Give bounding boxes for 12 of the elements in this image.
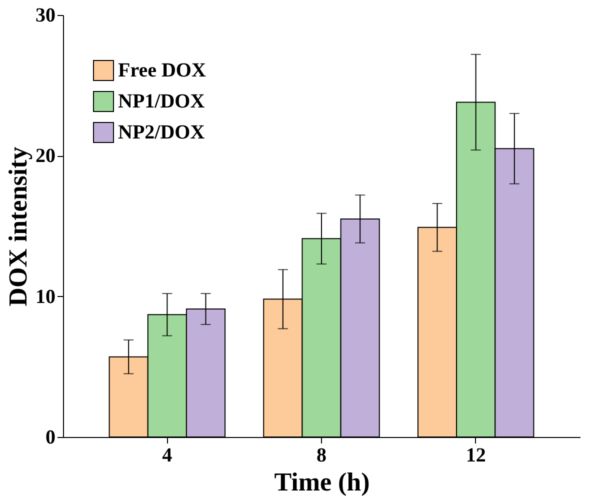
x-axis-title: Time (h) [274, 468, 370, 496]
legend-label: NP1/DOX [118, 90, 206, 112]
y-tick-label: 0 [46, 426, 56, 448]
legend-label: NP2/DOX [118, 122, 206, 144]
x-tick-label: 4 [162, 444, 172, 466]
y-tick-label: 30 [36, 4, 56, 26]
x-tick-label: 8 [316, 444, 326, 466]
legend-label: Free DOX [118, 60, 206, 82]
y-axis-title: DOX intensity [4, 146, 32, 306]
x-tick-label: 12 [466, 444, 486, 466]
y-tick-label: 10 [36, 286, 56, 308]
y-tick-label: 20 [36, 145, 56, 168]
